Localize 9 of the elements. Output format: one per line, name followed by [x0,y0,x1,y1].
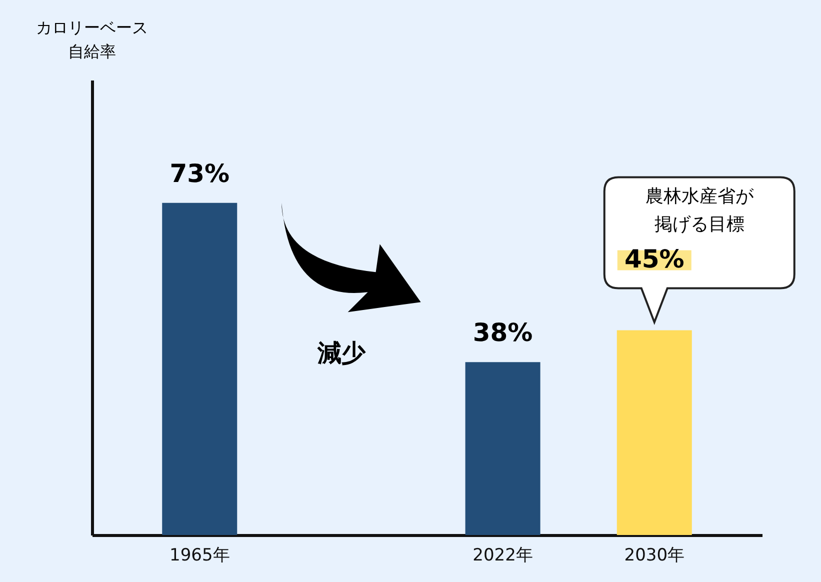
x-tick-label: 1965年 [169,546,230,566]
annotation: 農林水産省が掲げる目標 [644,185,755,238]
y-axis-title: カロリーベース自給率 [35,17,149,63]
data-label: 73% [170,158,230,188]
data-label: 45% [624,244,684,274]
data-label: 38% [472,318,533,348]
x-tick-label: 2022年 [472,546,533,566]
annotation: 減少 [316,338,367,370]
x-tick-label: 2030年 [624,546,685,566]
